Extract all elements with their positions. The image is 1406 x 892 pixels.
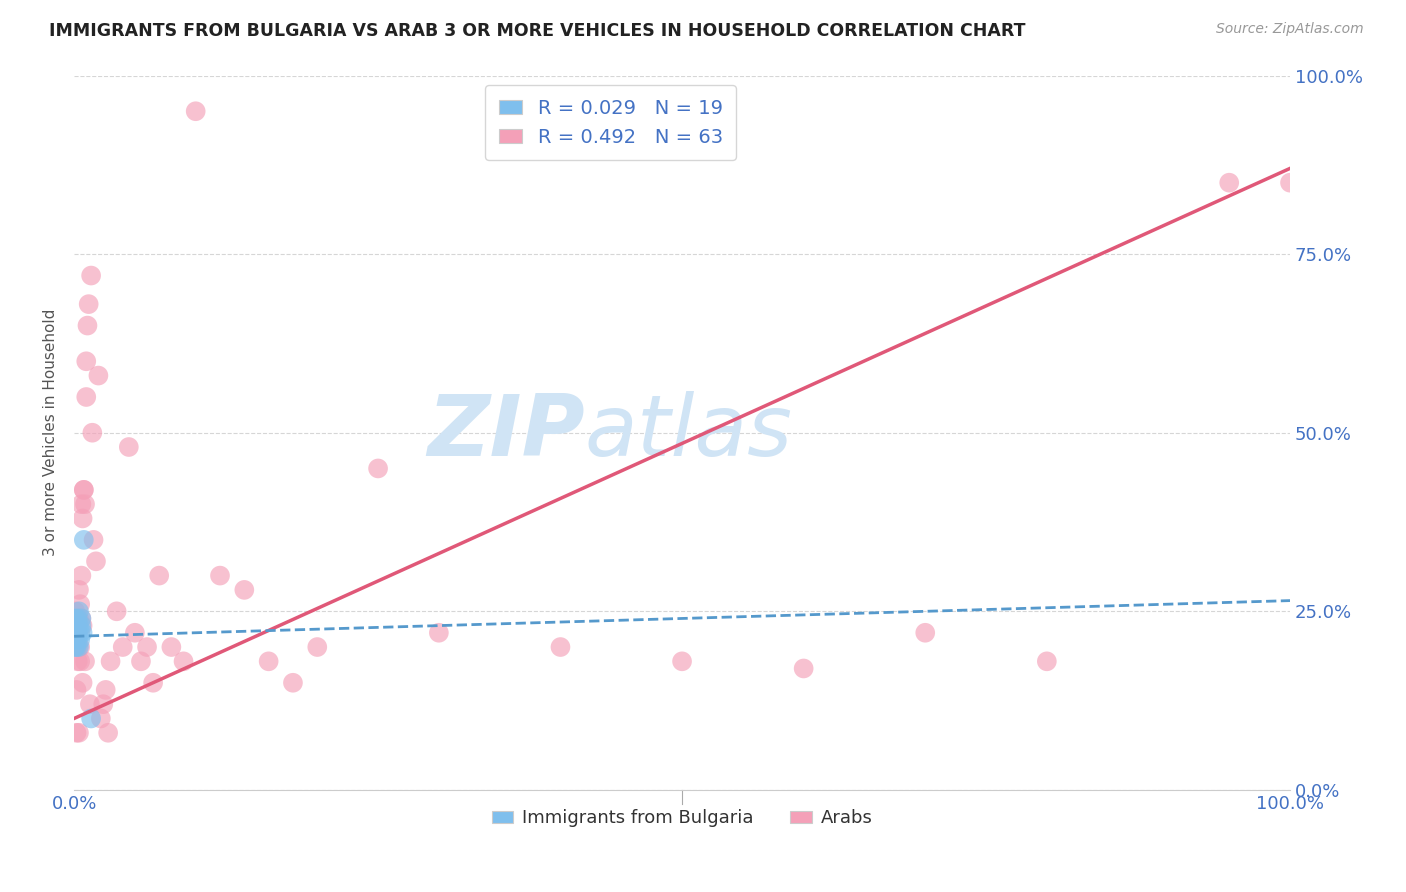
Point (65, 640, 87, 654)
Point (94, 682, 117, 697)
Point (1036, 654, 1059, 668)
Point (124, 625, 146, 640)
Point (87, 368, 110, 383)
Point (82, 425, 104, 440)
Point (160, 640, 183, 654)
Point (66, 611, 89, 625)
Point (111, 640, 134, 654)
Point (72, 511, 94, 525)
Point (69, 597, 91, 611)
Point (84, 554, 107, 568)
Point (208, 568, 231, 582)
Point (65, 625, 87, 640)
Text: Source: ZipAtlas.com: Source: ZipAtlas.com (1216, 22, 1364, 37)
Point (136, 640, 159, 654)
Point (550, 640, 572, 654)
Point (65, 682, 87, 697)
Point (69, 654, 91, 668)
Point (65, 625, 87, 640)
Point (79, 697, 101, 711)
Point (73, 533, 96, 547)
Point (67, 611, 90, 625)
Text: IMMIGRANTS FROM BULGARIA VS ARAB 3 OR MORE VEHICLES IN HOUSEHOLD CORRELATION CHA: IMMIGRANTS FROM BULGARIA VS ARAB 3 OR MO… (49, 22, 1026, 40)
Point (67, 618, 90, 632)
Point (67, 582, 90, 597)
Point (671, 654, 693, 668)
Point (73, 483, 96, 497)
Point (67, 640, 90, 654)
Point (793, 661, 815, 675)
Point (66, 654, 89, 668)
Point (72, 625, 94, 640)
Point (427, 625, 450, 640)
Point (73, 483, 96, 497)
Point (72, 675, 94, 690)
Point (75, 354, 97, 368)
Point (69, 632, 91, 647)
Point (66, 632, 89, 647)
Text: atlas: atlas (585, 392, 793, 475)
Point (148, 568, 170, 582)
Point (65, 625, 87, 640)
Point (914, 625, 936, 640)
Point (73, 654, 96, 668)
Point (129, 654, 152, 668)
Point (66, 625, 89, 640)
Point (67, 604, 90, 618)
Point (77, 297, 100, 311)
Point (70, 497, 93, 511)
Y-axis label: 3 or more Vehicles in Household: 3 or more Vehicles in Household (44, 309, 58, 557)
Point (65, 640, 87, 654)
Point (105, 604, 128, 618)
Point (66, 640, 89, 654)
Point (65, 725, 87, 739)
Point (73, 497, 96, 511)
Point (80, 711, 103, 725)
Point (70, 618, 93, 632)
Point (307, 640, 329, 654)
Point (65, 604, 87, 618)
Point (1218, 176, 1240, 190)
Point (118, 440, 141, 454)
Point (70, 611, 93, 625)
Point (90, 711, 112, 725)
Point (80, 268, 103, 283)
Text: ZIP: ZIP (427, 392, 585, 475)
Point (1279, 176, 1302, 190)
Point (66, 625, 89, 640)
Point (67, 725, 90, 739)
Point (91, 697, 114, 711)
Point (75, 390, 97, 404)
Point (184, 104, 207, 119)
Point (65, 611, 87, 625)
Point (257, 654, 280, 668)
Point (65, 618, 87, 632)
Point (173, 654, 195, 668)
Point (233, 582, 256, 597)
Point (367, 461, 389, 475)
Point (97, 725, 120, 739)
Point (100, 654, 122, 668)
Point (76, 318, 98, 333)
Point (281, 675, 304, 690)
Legend: Immigrants from Bulgaria, Arabs: Immigrants from Bulgaria, Arabs (485, 802, 880, 835)
Point (83, 533, 105, 547)
Point (70, 611, 93, 625)
Point (72, 618, 94, 632)
Point (69, 640, 91, 654)
Point (70, 568, 93, 582)
Point (142, 675, 165, 690)
Point (69, 625, 91, 640)
